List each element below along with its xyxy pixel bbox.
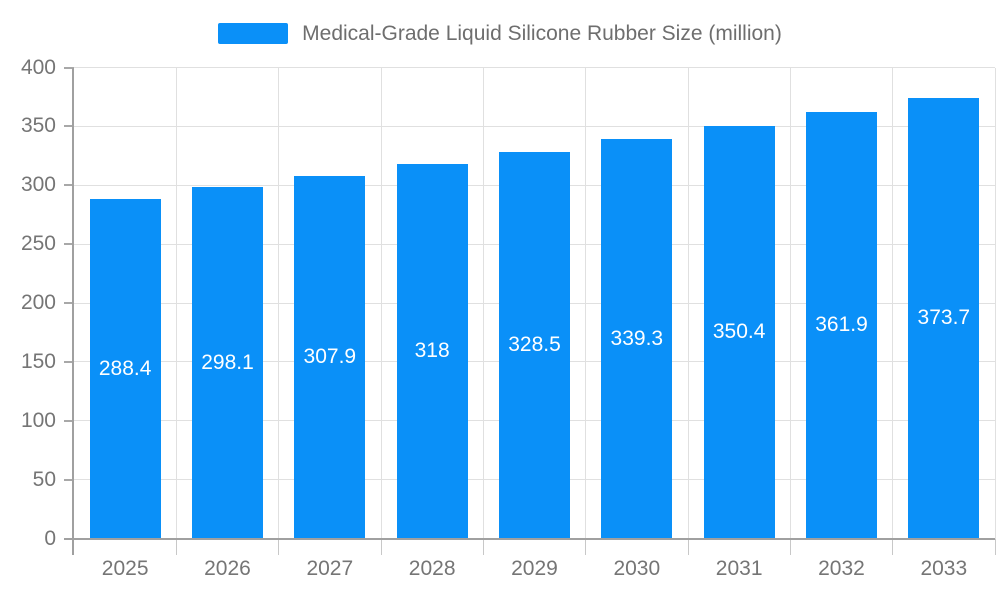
bar[interactable]: 373.7 xyxy=(908,98,980,539)
y-tick xyxy=(64,66,74,69)
x-axis-line xyxy=(64,537,995,540)
y-tick xyxy=(64,478,74,481)
y-tick xyxy=(64,360,74,363)
bar[interactable]: 350.4 xyxy=(703,125,775,539)
x-tick xyxy=(687,538,689,555)
y-tick-label: 0 xyxy=(44,526,56,550)
bar-value-label: 318 xyxy=(414,339,450,363)
x-tick xyxy=(175,538,177,555)
x-tick xyxy=(380,538,382,555)
x-tick xyxy=(585,538,587,555)
x-tick xyxy=(892,538,894,555)
bar-value-label: 288.4 xyxy=(98,356,152,380)
y-tick-label: 200 xyxy=(20,291,56,314)
legend-label: Medical-Grade Liquid Silicone Rubber Siz… xyxy=(302,22,782,45)
x-tick-label: 2025 xyxy=(101,557,149,580)
bar-value-label: 350.4 xyxy=(712,320,766,344)
v-gridline xyxy=(892,67,894,539)
y-tick xyxy=(64,243,74,246)
bar-value-label: 339.3 xyxy=(610,326,664,350)
y-tick-label: 350 xyxy=(20,114,56,138)
h-gridline xyxy=(74,125,995,127)
v-gridline xyxy=(175,67,177,539)
bar-value-label: 328.5 xyxy=(508,333,561,357)
x-tick-label: 2028 xyxy=(408,557,456,580)
bar[interactable]: 288.4 xyxy=(89,198,161,539)
bar[interactable]: 361.9 xyxy=(806,112,877,539)
bar-value-label: 307.9 xyxy=(303,345,357,369)
y-axis-line xyxy=(72,67,74,555)
bar[interactable]: 307.9 xyxy=(294,175,366,539)
x-tick-label: 2032 xyxy=(818,557,865,580)
x-tick-label: 2031 xyxy=(715,557,763,580)
y-tick-label: 400 xyxy=(20,55,56,79)
x-tick xyxy=(278,538,280,555)
v-gridline xyxy=(687,67,689,539)
y-tick-label: 250 xyxy=(20,232,56,256)
bar[interactable]: 328.5 xyxy=(499,151,570,539)
y-tick xyxy=(64,125,74,128)
x-tick-label: 2033 xyxy=(920,557,968,580)
y-tick xyxy=(64,302,74,304)
x-tick xyxy=(789,538,791,555)
bar-value-label: 373.7 xyxy=(917,306,971,330)
y-tick-label: 300 xyxy=(20,173,56,197)
y-tick-label: 150 xyxy=(20,349,56,373)
y-tick-label: 50 xyxy=(32,467,56,491)
y-tick-label: 100 xyxy=(20,408,56,432)
v-gridline xyxy=(278,67,280,539)
v-gridline xyxy=(585,67,587,539)
legend[interactable]: Medical-Grade Liquid Silicone Rubber Siz… xyxy=(0,20,1000,47)
v-gridline xyxy=(789,67,791,539)
bar-value-label: 361.9 xyxy=(815,313,868,337)
x-tick xyxy=(994,538,996,555)
bar[interactable]: 339.3 xyxy=(601,138,673,539)
x-tick-label: 2030 xyxy=(613,557,661,580)
x-tick xyxy=(482,538,484,555)
x-tick-label: 2027 xyxy=(306,557,354,580)
x-tick-label: 2029 xyxy=(511,557,558,580)
y-tick xyxy=(64,184,74,187)
y-tick xyxy=(64,419,74,422)
h-gridline xyxy=(74,67,995,68)
v-gridline xyxy=(994,67,996,539)
legend-swatch-icon xyxy=(218,23,289,44)
bar-value-label: 298.1 xyxy=(201,350,254,374)
bar[interactable]: 298.1 xyxy=(192,187,263,539)
x-tick-label: 2026 xyxy=(204,557,251,580)
v-gridline xyxy=(380,67,382,539)
v-gridline xyxy=(482,67,484,539)
bar[interactable]: 318 xyxy=(396,164,468,539)
